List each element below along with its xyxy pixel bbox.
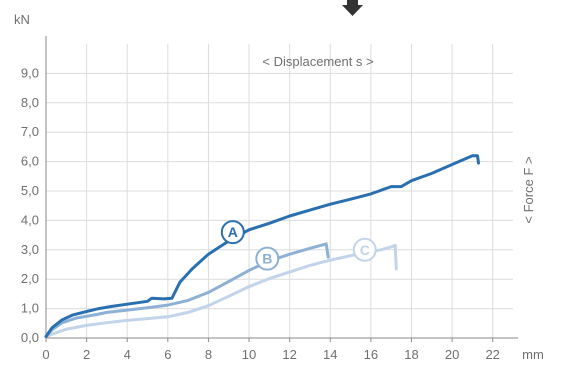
y-tick-label: 0,0 — [21, 330, 39, 345]
y-tick-label: 2,0 — [21, 271, 39, 286]
x-tick-label: 14 — [323, 347, 337, 362]
series-line-a — [44, 154, 480, 338]
x-tick-label: 22 — [485, 347, 499, 362]
y-axis-annotation: < Force F > — [521, 156, 536, 223]
x-tick-label: 10 — [242, 347, 256, 362]
x-tick-label: 18 — [404, 347, 418, 362]
x-tick-label: 16 — [364, 347, 378, 362]
series-marker-b — [255, 246, 280, 271]
series-marker-c — [352, 237, 377, 262]
series-label-c: C — [360, 242, 370, 258]
y-tick-label: 4,0 — [21, 212, 39, 227]
series-label-b: B — [262, 251, 272, 267]
y-tick-label: 7,0 — [21, 124, 39, 139]
series-lines — [44, 154, 480, 338]
x-tick-label: 8 — [205, 347, 212, 362]
grid — [46, 44, 513, 338]
x-tick-label: 6 — [164, 347, 171, 362]
axes: 0,0 1,0 2,0 3,0 4,0 5,0 6,0 7,0 8,0 9,0 0 2 4 6 8 10 12 1… — [21, 36, 518, 362]
y-tick-label: 5,0 — [21, 183, 39, 198]
y-tick-label: 6,0 — [21, 154, 39, 169]
series-line-c — [44, 243, 398, 338]
y-tick-label: 8,0 — [21, 95, 39, 110]
series-line-b — [44, 242, 330, 338]
series-marker-a — [220, 220, 245, 245]
arrow-down-icon — [342, 0, 363, 16]
x-tick-label: 2 — [83, 347, 90, 362]
x-tick-label: 4 — [124, 347, 131, 362]
y-tick-label: 1,0 — [21, 301, 39, 316]
x-tick-label: 12 — [282, 347, 296, 362]
x-tick-label: 0 — [42, 347, 49, 362]
series-label-a: A — [228, 224, 238, 240]
y-tick-label: 9,0 — [21, 65, 39, 80]
series-markers: A B C — [220, 220, 377, 271]
y-tick-label: 3,0 — [21, 242, 39, 257]
y-unit-label: kN — [14, 12, 30, 27]
x-tick-label: 20 — [445, 347, 459, 362]
x-axis-annotation: < Displacement s > — [262, 54, 373, 69]
x-unit-label: mm — [522, 347, 544, 362]
